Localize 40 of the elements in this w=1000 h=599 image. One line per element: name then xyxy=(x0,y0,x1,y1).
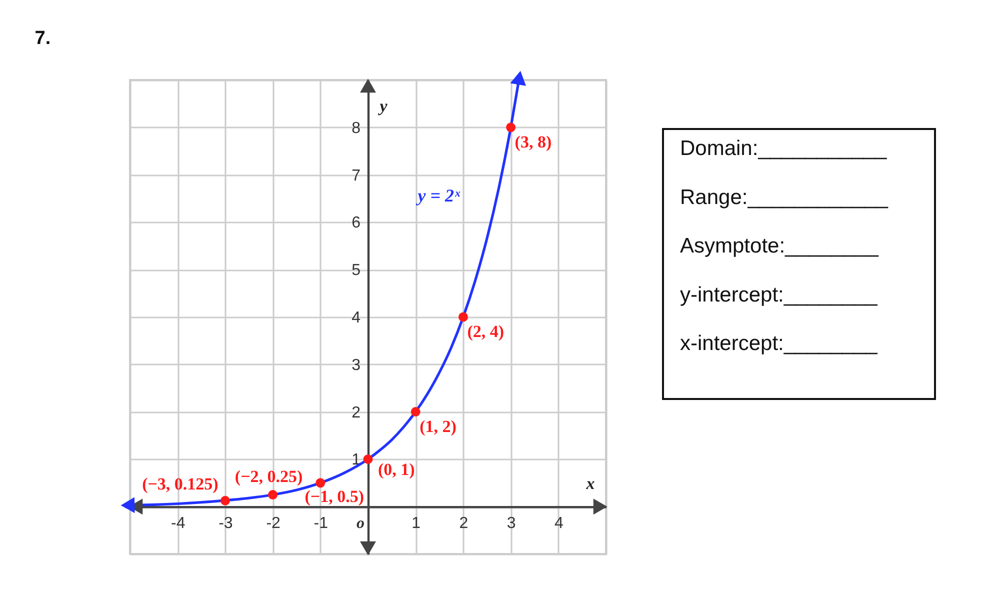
text: x-intercept:________ xyxy=(680,332,878,356)
point xyxy=(410,407,420,417)
x-tick-label: o xyxy=(356,515,364,532)
x-tick-label: 3 xyxy=(506,515,516,532)
y-tick-label: 8 xyxy=(352,120,361,137)
x-tick-label: 4 xyxy=(554,515,564,532)
data-label: (2, 4) xyxy=(467,322,504,341)
data-label: (1, 2) xyxy=(420,416,456,436)
y-axis-title: y xyxy=(378,96,388,116)
x-axis-title: x xyxy=(585,474,596,494)
x-tick-label: 1 xyxy=(412,515,421,532)
y-tick-label: 6 xyxy=(352,214,361,232)
series-label: y = 2ˣ xyxy=(416,186,461,206)
data-label: (−1, 0.5) xyxy=(304,486,364,506)
text: Asymptote:________ xyxy=(680,234,879,258)
point xyxy=(268,490,278,500)
point xyxy=(220,496,230,506)
data-label: (0, 1) xyxy=(378,460,415,480)
data-label: (3, 8) xyxy=(514,132,552,152)
chart-title: 7. xyxy=(34,28,51,49)
point xyxy=(363,454,373,464)
x-tick-label: -3 xyxy=(218,515,233,532)
y-tick-label: 1 xyxy=(352,452,361,469)
y-tick-label: 2 xyxy=(352,404,361,422)
y-tick-label: 4 xyxy=(352,310,361,326)
y-tick-label: 3 xyxy=(352,356,361,374)
text: Domain:___________ xyxy=(680,137,887,160)
y-tick-label: 7 xyxy=(352,167,361,184)
point xyxy=(506,122,516,132)
point xyxy=(458,312,468,322)
point xyxy=(316,478,326,488)
text: Range:____________ xyxy=(680,186,888,209)
x-tick-label: -1 xyxy=(314,515,328,532)
text: y-intercept:________ xyxy=(680,283,878,306)
y-tick-label: 5 xyxy=(352,262,361,280)
x-tick-label: -2 xyxy=(266,515,281,532)
data-label: (−3, 0.125) xyxy=(142,474,218,494)
data-label: (−2, 0.25) xyxy=(234,466,303,486)
x-tick-label: -4 xyxy=(170,515,186,532)
x-tick-label: 2 xyxy=(459,515,468,532)
